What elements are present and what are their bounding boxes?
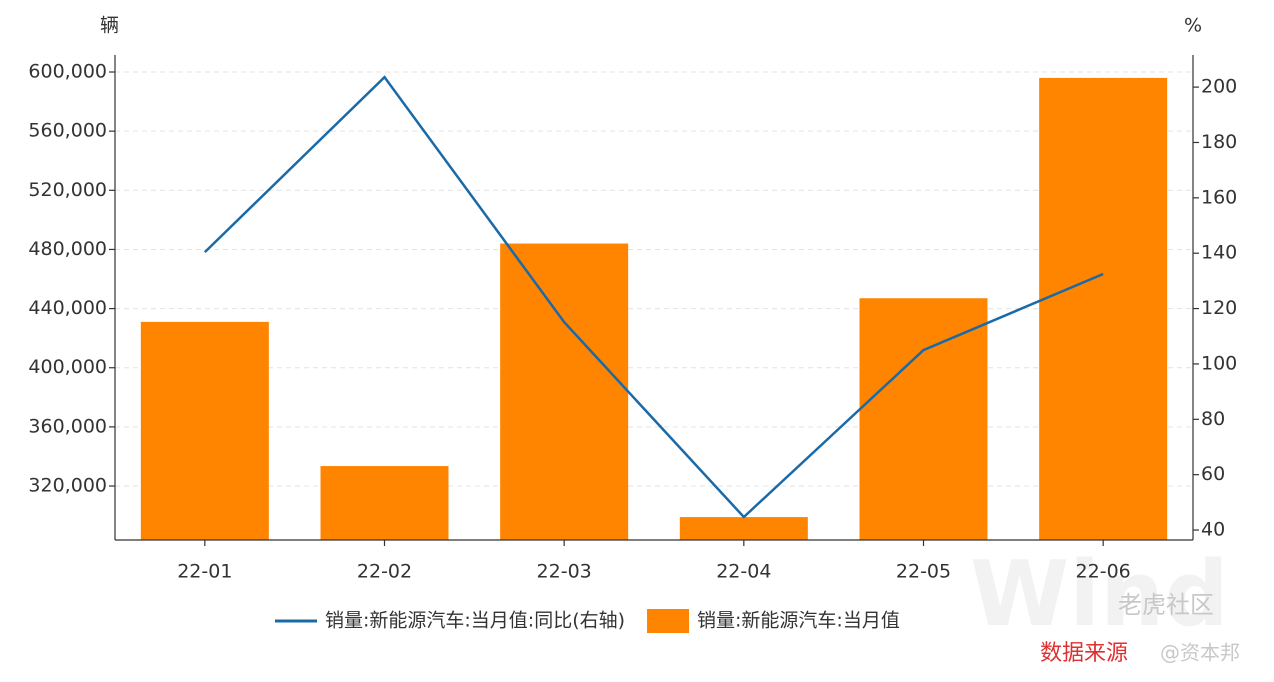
bar [500, 243, 629, 540]
bar [679, 517, 808, 540]
y-tick-label: 600,000 [28, 61, 107, 83]
legend-label: 销量:新能源汽车:当月值:同比(右轴) [325, 610, 625, 632]
x-tick-label: 22-06 [1076, 561, 1131, 583]
legend-swatch [647, 609, 690, 633]
y2-axis-unit: % [1184, 15, 1202, 37]
x-tick-label: 22-03 [537, 561, 592, 583]
watermark: 老虎社区 [1118, 591, 1214, 619]
y2-tick-label: 40 [1201, 519, 1225, 541]
watermark: @资本邦 [1160, 641, 1240, 665]
y2-tick-label: 100 [1201, 352, 1237, 374]
y2-tick-label: 180 [1201, 131, 1237, 153]
y2-tick-label: 80 [1201, 408, 1225, 430]
x-tick-label: 22-05 [896, 561, 951, 583]
y-tick-label: 560,000 [28, 120, 107, 142]
source: 数据来源 [1040, 641, 1128, 666]
y-tick-label: 520,000 [28, 179, 107, 201]
watermark: Wind [970, 542, 1229, 647]
line [203, 75, 1104, 519]
y2-tick-label: 120 [1201, 297, 1237, 319]
x-tick-label: 22-04 [716, 561, 771, 583]
bar [859, 298, 988, 540]
bar [1039, 77, 1168, 541]
y2-tick-label: 60 [1201, 463, 1225, 485]
y2-tick-label: 140 [1201, 242, 1237, 264]
y-tick-label: 400,000 [28, 356, 107, 378]
y-tick-label: 360,000 [28, 415, 107, 437]
bar [320, 466, 449, 540]
y2-tick-label: 160 [1201, 186, 1237, 208]
bar [140, 321, 269, 540]
y-tick-label: 320,000 [28, 475, 107, 497]
y-axis-unit: 辆 [100, 15, 119, 37]
x-tick-label: 22-02 [357, 561, 412, 583]
y-tick-label: 440,000 [28, 297, 107, 319]
y2-tick-label: 200 [1201, 76, 1237, 98]
x-tick-label: 22-01 [177, 561, 232, 583]
legend-label: 销量:新能源汽车:当月值 [697, 610, 900, 632]
y-tick-label: 480,000 [28, 238, 107, 260]
